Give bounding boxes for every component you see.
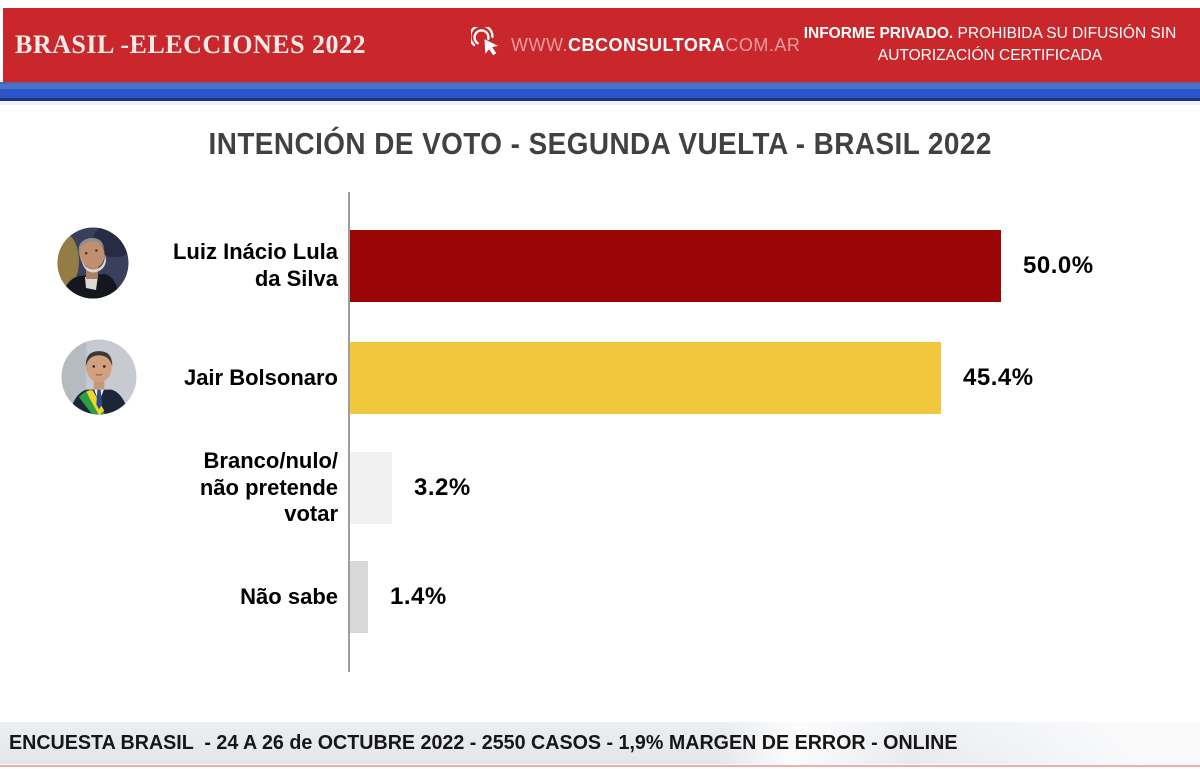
bar-blank-null	[350, 452, 392, 524]
bar-bolsonaro	[350, 342, 941, 414]
category-label-lula: Luiz Inácio Lula da Silva	[172, 239, 338, 291]
privacy-notice-rest: PROHIBIDA SU DIFUSIÓN SIN AUTORIZACIÓN C…	[877, 25, 1177, 64]
accent-stripe-lightblue	[0, 84, 1200, 89]
footer-bar: ENCUESTA BRASIL - 24 A 26 de OCTUBRE 202…	[0, 722, 1200, 764]
chart-title: INTENCIÓN DE VOTO - SEGUNDA VUELTA - BRA…	[208, 126, 992, 161]
accent-stripe-dark	[0, 82, 1200, 84]
category-label-bolsonaro: Jair Bolsonaro	[183, 364, 338, 390]
value-label-blank-null: 3.2%	[414, 474, 471, 501]
bar-lula	[350, 230, 1001, 302]
privacy-notice: INFORME PRIVADO. PROHIBIDA SU DIFUSIÓN S…	[790, 8, 1190, 82]
header-bar: BRASIL -ELECCIONES 2022 WWW.CBCONSULTORA…	[3, 8, 1200, 82]
category-label-blank-null: Branco/nulo/ não pretende votar	[199, 447, 338, 527]
privacy-notice-bold: INFORME PRIVADO.	[803, 25, 954, 43]
y-axis-line	[348, 192, 350, 672]
accent-stripe-paleblue	[0, 101, 1200, 105]
accent-stripe-navy	[0, 98, 1200, 101]
survey-methodology-text: ENCUESTA BRASIL - 24 A 26 de OCTUBRE 202…	[9, 731, 958, 754]
footer-accent-line	[0, 765, 1200, 767]
category-label-dont-know: Não sabe	[240, 583, 338, 609]
bar-dont-know	[350, 561, 368, 633]
value-label-bolsonaro: 45.4%	[963, 364, 1034, 391]
click-cursor-icon	[469, 24, 502, 63]
accent-stripe-blue	[0, 89, 1200, 98]
value-label-lula: 50.0%	[1023, 252, 1094, 279]
website-logo: WWW.CBCONSULTORACOM.AR	[469, 8, 801, 82]
brand-title: BRASIL -ELECCIONES 2022	[15, 30, 367, 59]
website-url: WWW.CBCONSULTORACOM.AR	[511, 34, 801, 55]
value-label-dont-know: 1.4%	[390, 583, 447, 610]
